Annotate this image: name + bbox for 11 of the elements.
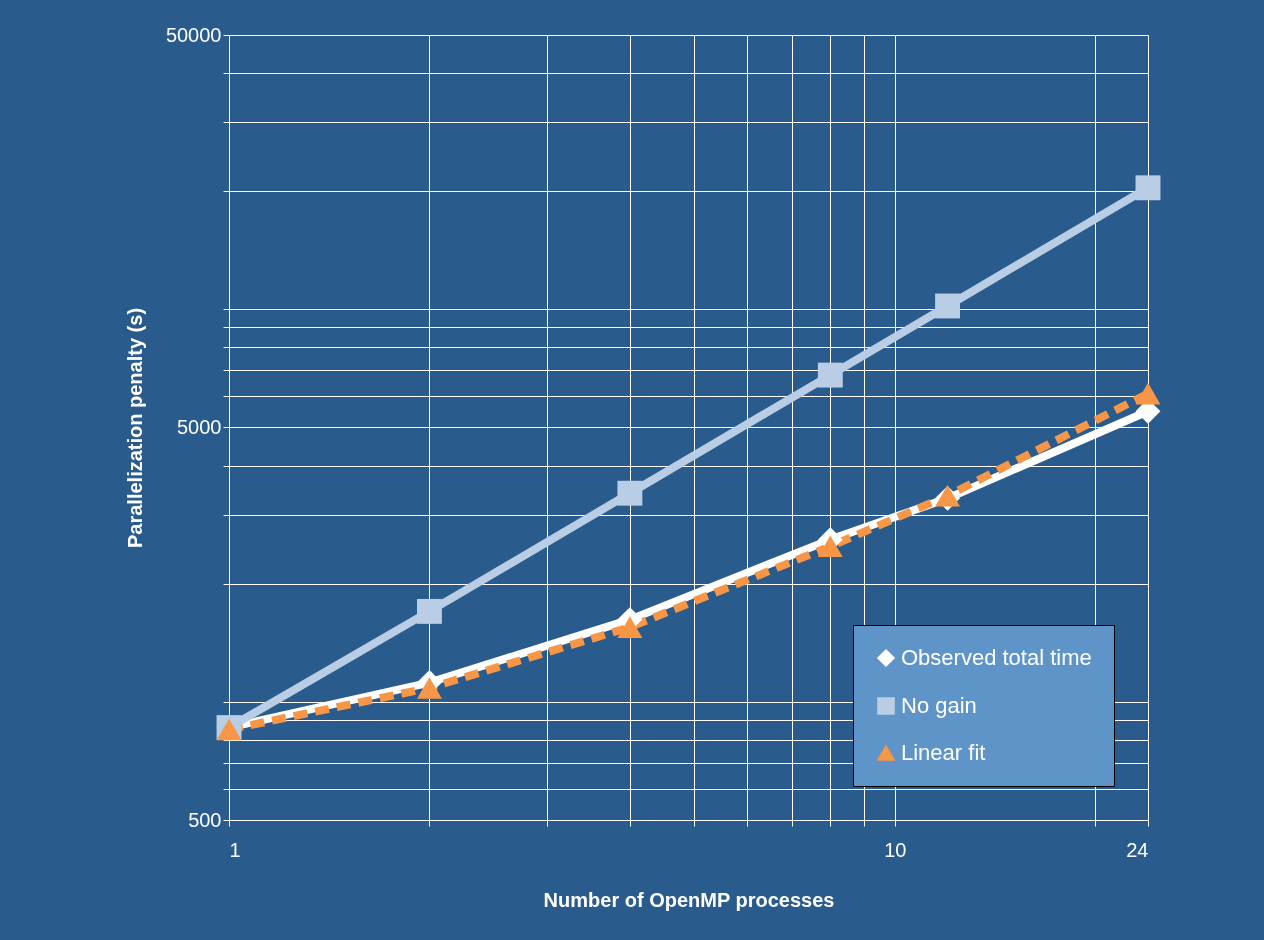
legend-label: No gain bbox=[901, 693, 977, 718]
y-tick-label: 50000 bbox=[165, 23, 222, 46]
x-tick-label: 1 bbox=[229, 838, 241, 861]
x-tick-label: 24 bbox=[1126, 838, 1149, 861]
y-tick-label: 5000 bbox=[177, 416, 222, 438]
y-axis-title: Parallelization penalty (s) bbox=[123, 307, 146, 549]
x-tick-label: 10 bbox=[884, 838, 907, 861]
legend-label: Observed total time bbox=[901, 645, 1092, 670]
y-tick-label: 500 bbox=[188, 808, 222, 831]
legend-label: Linear fit bbox=[901, 740, 986, 765]
x-axis-title: Number of OpenMP processes bbox=[543, 888, 835, 911]
